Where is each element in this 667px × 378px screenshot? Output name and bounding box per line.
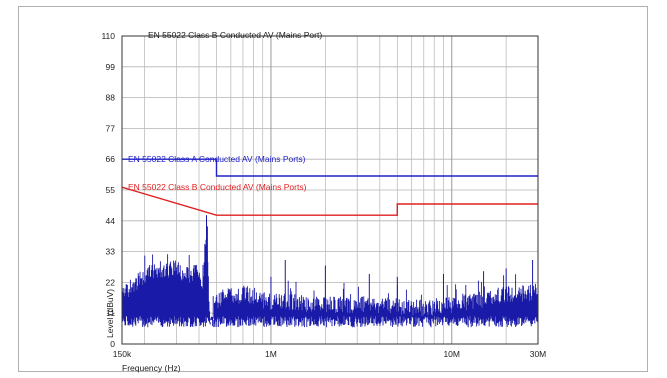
y-tick-label-6: 66: [106, 154, 116, 164]
y-axis-label: Level (dBuV): [105, 289, 115, 338]
plot-border: [121, 35, 539, 345]
x-axis-ticks: 150k 1M 10M 30M: [113, 349, 546, 359]
x-tick-label-3: 30M: [530, 349, 547, 359]
y-tick-label-3: 33: [106, 247, 116, 257]
y-tick-label-10: 110: [101, 31, 115, 41]
class-b-limit-line: [121, 186, 538, 216]
x-tick-label-0: 150k: [113, 349, 132, 359]
x-axis-label: Frequency (Hz): [122, 363, 181, 373]
y-tick-label-9: 99: [106, 62, 116, 72]
y-axis-ticks: 0 11 22 33 44 55 66 77 88 99 110: [101, 31, 115, 349]
limit-lines-layer: [121, 158, 538, 216]
y-tick-label-1: 11: [106, 308, 115, 318]
y-tick-label-8: 88: [106, 93, 116, 103]
legend-class-a: EN 55022 Class A Conducted AV (Mains Por…: [128, 154, 306, 164]
y-tick-label-0: 0: [110, 339, 115, 349]
chart-title: EN 55022 Class B Conducted AV (Mains Por…: [148, 30, 322, 40]
y-tick-label-2: 22: [106, 277, 116, 287]
noise-band-layer: [121, 215, 539, 328]
legend-class-b: EN 55022 Class B Conducted AV (Mains Por…: [128, 182, 307, 192]
x-tick-label-2: 10M: [443, 349, 460, 359]
y-tick-label-4: 44: [106, 216, 116, 226]
x-tick-label-1: 1M: [265, 349, 277, 359]
class-a-limit-line: [122, 158, 538, 177]
y-tick-label-5: 55: [106, 185, 116, 195]
y-tick-label-7: 77: [106, 123, 116, 133]
